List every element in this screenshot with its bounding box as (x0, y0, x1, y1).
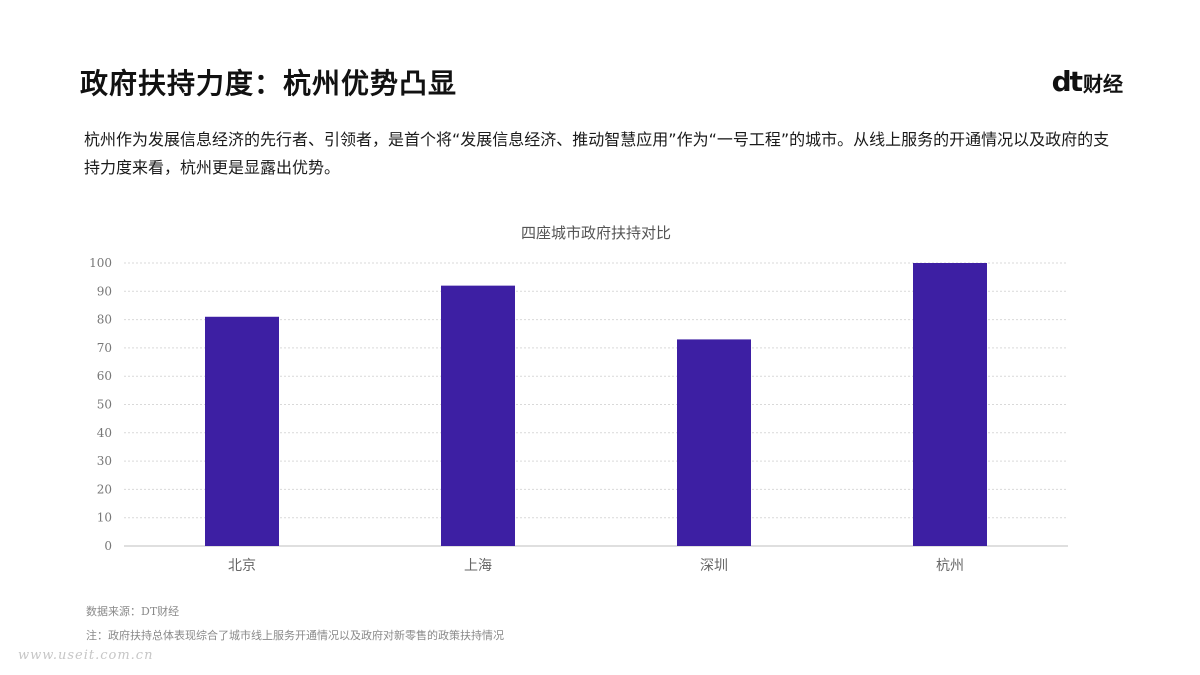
bar (205, 316, 279, 546)
y-tick-label: 70 (97, 341, 112, 355)
chart-note: 注：政府扶持总体表现综合了城市线上服务开通情况以及政府对新零售的政策扶持情况 (86, 629, 504, 642)
logo-mark: dt (1051, 65, 1083, 98)
y-tick-label: 80 (97, 313, 112, 327)
y-tick-label: 0 (104, 539, 112, 553)
page-title: 政府扶持力度：杭州优势凸显 (80, 67, 458, 100)
y-tick-label: 90 (97, 284, 112, 298)
data-source: 数据来源：DT财经 (86, 605, 180, 618)
brand-logo: dt 财经 (1052, 68, 1123, 96)
y-tick-label: 40 (97, 426, 112, 440)
bar (441, 285, 515, 546)
y-tick-label: 50 (97, 398, 112, 412)
chart-title: 四座城市政府扶持对比 (521, 224, 671, 242)
y-tick-label: 100 (89, 256, 112, 270)
bar (913, 263, 987, 546)
x-tick-label: 杭州 (936, 558, 964, 574)
x-tick-label: 北京 (228, 558, 256, 574)
x-tick-label: 上海 (464, 558, 492, 574)
y-tick-label: 60 (97, 369, 112, 383)
x-tick-label: 深圳 (700, 558, 728, 574)
y-tick-label: 10 (97, 511, 112, 525)
y-tick-label: 30 (97, 454, 112, 468)
y-tick-label: 20 (97, 482, 112, 496)
bar (677, 339, 751, 546)
intro-paragraph: 杭州作为发展信息经济的先行者、引领者，是首个将“发展信息经济、推动智慧应用”作为… (84, 130, 1110, 177)
watermark: www.useit.com.cn (18, 648, 154, 663)
logo-text: 财经 (1083, 72, 1123, 96)
bar-chart: 四座城市政府扶持对比 0 10 20 30 40 50 60 70 80 90 100 北京 上海 深圳 杭州 (89, 224, 1068, 574)
